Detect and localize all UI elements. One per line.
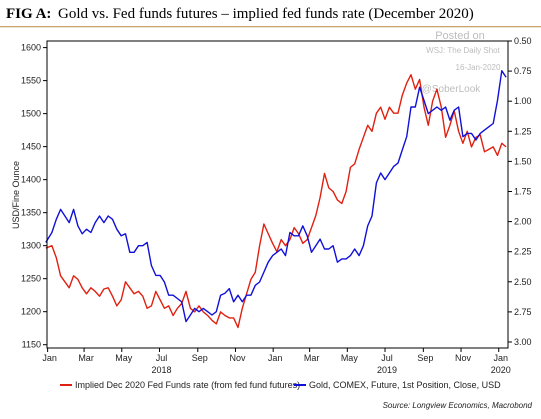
watermark-posted-on: Posted on: [435, 30, 485, 42]
legend-label-gold: Gold, COMEX, Future, 1st Position, Close…: [309, 380, 501, 390]
y-left-tick-label: 1550: [21, 76, 41, 86]
y-left-tick-label: 1600: [21, 43, 41, 53]
y-left-tick-label: 1450: [21, 142, 41, 152]
y-right-tick-label: 3.00: [514, 337, 532, 347]
y-right-tick-label: 2.25: [514, 247, 532, 257]
y-right-tick-label: 1.50: [514, 156, 532, 166]
y-left-tick-label: 1250: [21, 274, 41, 284]
watermark-date: 16-Jan-2020: [456, 63, 501, 72]
axis-layer: 1600 1550 1500 1450 1400 1350 1300 1250 1200 1150…: [21, 36, 532, 375]
chart-title-prefix: FIG A:: [6, 6, 51, 22]
x-tick-label: Jan: [268, 353, 283, 363]
y-left-tick-label: 1200: [21, 307, 41, 317]
y-left-tick-label: 1400: [21, 175, 41, 185]
y-right-tick-label: 1.75: [514, 186, 532, 196]
y-left-tick-label: 1150: [22, 340, 41, 350]
x-tick-label: Mar: [78, 353, 94, 363]
y-right-tick-label: 0.75: [514, 66, 532, 76]
title-separator: [0, 26, 541, 28]
x-year-label: 2019: [377, 365, 397, 375]
x-tick-label: Mar: [304, 353, 320, 363]
plot-frame: [46, 40, 509, 349]
x-tick-label: May: [341, 353, 359, 363]
x-tick-label: Jan: [493, 353, 508, 363]
watermark-source: WSJ: The Daily Shot: [426, 46, 500, 55]
y-left-tick-label: 1300: [21, 241, 41, 251]
y-right-tick-label: 2.75: [514, 307, 532, 317]
source-note: Source: Longview Economics, Macrobond: [383, 401, 533, 410]
y-right-tick-label: 2.00: [514, 217, 532, 227]
y-right-tick-label: 0.50: [514, 36, 532, 46]
y-right-tick-label: 2.50: [514, 277, 532, 287]
series-line-gold: [45, 69, 507, 323]
x-tick-label: Jul: [156, 353, 168, 363]
watermark-handle: @SoberLook: [422, 84, 482, 95]
y-axis-title: USD/Fine Ounce: [11, 161, 21, 229]
series-layer: [45, 69, 507, 329]
chart-title: Gold vs. Fed funds futures – implied fed…: [58, 6, 474, 22]
y-left-tick-label: 1500: [21, 109, 41, 119]
x-tick-label: May: [115, 353, 133, 363]
x-tick-label: Sep: [192, 353, 208, 363]
legend-label-fedfunds: Implied Dec 2020 Fed Funds rate (from fe…: [75, 380, 300, 390]
x-tick-label: Nov: [229, 353, 246, 363]
y-right-tick-label: 1.00: [514, 96, 532, 106]
x-tick-label: Jul: [381, 353, 393, 363]
x-tick-label: Nov: [455, 353, 472, 363]
x-year-label: 2018: [151, 365, 171, 375]
legend: Implied Dec 2020 Fed Funds rate (from fe…: [60, 380, 501, 390]
x-tick-label: Jan: [42, 353, 57, 363]
x-tick-label: Sep: [417, 353, 433, 363]
x-year-label: 2020: [491, 365, 511, 375]
y-left-tick-label: 1350: [21, 208, 41, 218]
series-line-fedfunds: [45, 73, 507, 329]
y-right-tick-label: 1.25: [514, 126, 532, 136]
